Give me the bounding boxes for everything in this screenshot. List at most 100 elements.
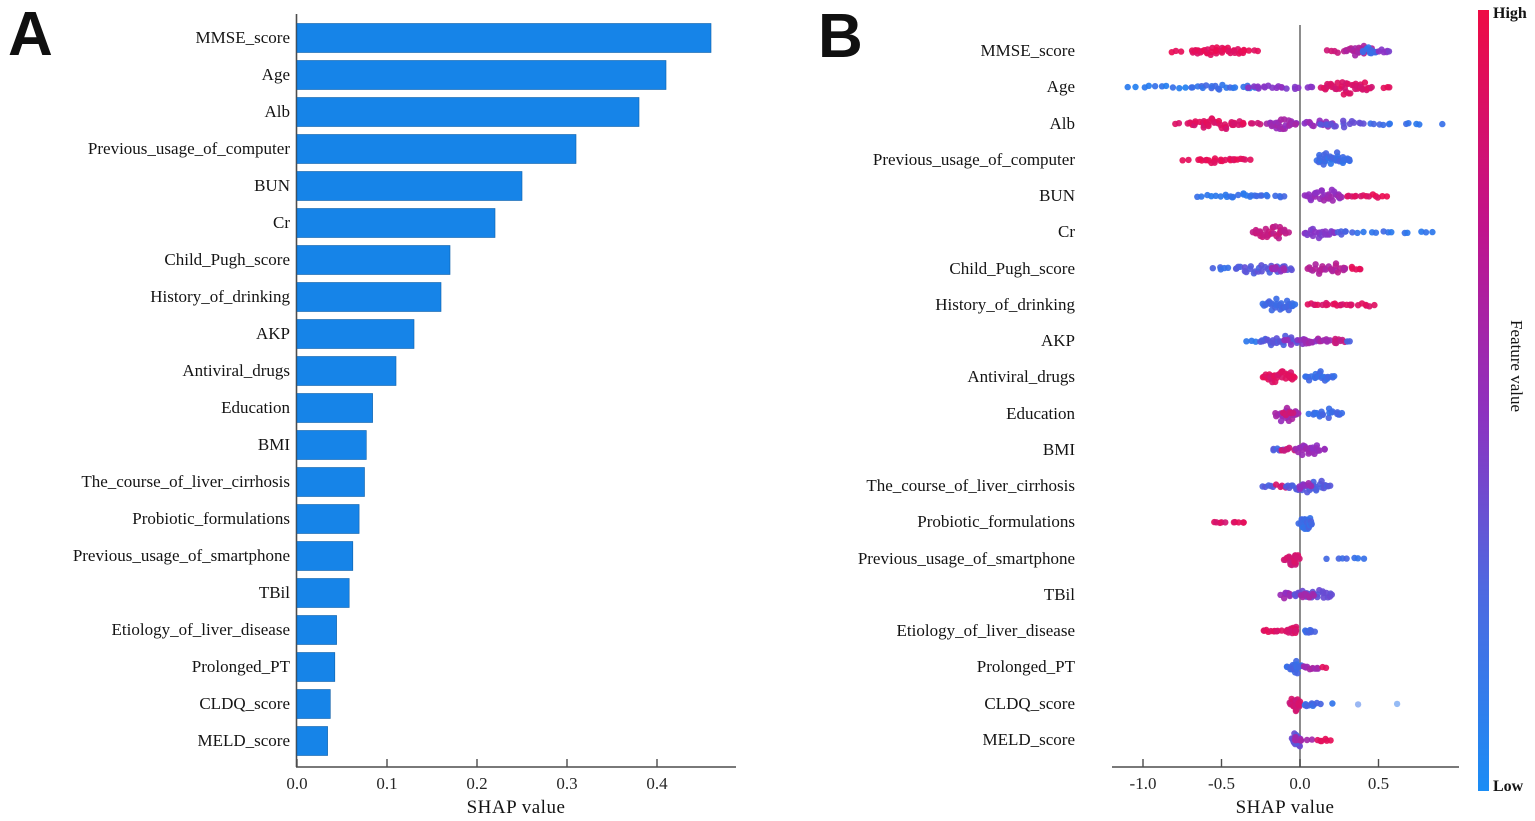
panel-b-feature-label-TBil: TBil [1043, 584, 1075, 604]
panel-a-x-axis-title: SHAP value [466, 797, 566, 818]
swarm-row-Previous_usage_of_smartphone [1280, 552, 1368, 569]
bar-Prolonged_PT [296, 652, 336, 682]
colorbar-high-label: High [1493, 5, 1527, 22]
panel-a-feature-label-The_course_of_liver_cirrhosis: The_course_of_liver_cirrhosis [81, 472, 290, 491]
swarm-row-BMI [1270, 442, 1328, 459]
swarm-row-MELD_score [1288, 730, 1334, 750]
feature-value-colorbar [1478, 10, 1489, 791]
panel-b-feature-label-BUN: BUN [1039, 186, 1075, 206]
swarm-row-TBil [1277, 587, 1336, 602]
panel-b-feature-label-CLDQ_score: CLDQ_score [984, 693, 1075, 713]
panel-b-feature-label-Age: Age [1046, 77, 1075, 97]
bar-Probiotic_formulations [296, 504, 360, 534]
colorbar-low-label: Low [1493, 778, 1524, 795]
panel-a-feature-label-Antiviral_drugs: Antiviral_drugs [182, 361, 290, 380]
swarm-row-Previous_usage_of_computer [1179, 149, 1353, 168]
bar-Previous_usage_of_smartphone [296, 541, 354, 571]
panel-a-feature-label-Prolonged_PT: Prolonged_PT [191, 657, 290, 676]
panel-a-letter: A [8, 0, 53, 69]
panel-a-feature-label-Previous_usage_of_computer: Previous_usage_of_computer [87, 139, 290, 158]
panel-b-feature-label-The_course_of_liver_cirrhosis: The_course_of_liver_cirrhosis [866, 476, 1075, 496]
panel-a-feature-label-Alb: Alb [264, 102, 291, 121]
panel-a-feature-label-TBil: TBil [258, 583, 290, 602]
panel-a-feature-label-Education: Education [221, 398, 290, 417]
colorbar-axis-title: Feature value [1507, 320, 1526, 413]
swarm-row-Child_Pugh_score [1209, 260, 1364, 277]
bar-History_of_drinking [296, 282, 442, 312]
panel-b-feature-label-Prolonged_PT: Prolonged_PT [976, 657, 1075, 677]
panel-b-tick-0.0: 0.0 [1289, 774, 1311, 793]
swarm-row-Age [1124, 79, 1393, 98]
panel-a-bar-chart [295, 14, 736, 768]
swarm-row-Prolonged_PT [1283, 657, 1330, 677]
panel-a-feature-label-CLDQ_score: CLDQ_score [199, 694, 290, 713]
swarm-row-Antiviral_drugs [1259, 368, 1338, 386]
panel-a-feature-label-Age: Age [261, 65, 290, 84]
bar-AKP [296, 319, 415, 349]
panel-a-feature-label-History_of_drinking: History_of_drinking [150, 287, 290, 306]
panel-b-feature-label-Etiology_of_liver_disease: Etiology_of_liver_disease [896, 621, 1075, 641]
bar-The_course_of_liver_cirrhosis [296, 467, 365, 497]
bar-MELD_score [296, 726, 328, 756]
panel-b-tick-0.5: 0.5 [1367, 774, 1390, 793]
panel-b-feature-label-AKP: AKP [1040, 331, 1075, 351]
panel-a-feature-label-Probiotic_formulations: Probiotic_formulations [132, 509, 290, 528]
panel-b-feature-label-Alb: Alb [1049, 113, 1076, 133]
bar-Cr [296, 208, 496, 238]
panel-b-feature-label-Child_Pugh_score: Child_Pugh_score [949, 258, 1075, 278]
swarm-row-The_course_of_liver_cirrhosis [1259, 477, 1334, 496]
swarm-row-Alb [1172, 115, 1446, 133]
panel-a-feature-label-Previous_usage_of_smartphone: Previous_usage_of_smartphone [72, 546, 290, 565]
panel-b-tick--1.0: -1.0 [1129, 774, 1157, 793]
panel-b-feature-label-Cr: Cr [1058, 222, 1075, 242]
swarm-row-Probiotic_formulations [1211, 515, 1315, 532]
panel-b-x-axis-title: SHAP value [1235, 797, 1335, 818]
panel-a-feature-label-BUN: BUN [254, 176, 290, 195]
panel-a-feature-label-MELD_score: MELD_score [197, 731, 290, 750]
bar-BUN [296, 171, 523, 201]
panel-a-feature-label-BMI: BMI [257, 435, 290, 454]
panel-a-tick-0.0: 0.0 [286, 774, 308, 793]
bar-Alb [296, 97, 640, 127]
panel-b-feature-label-Previous_usage_of_computer: Previous_usage_of_computer [872, 149, 1075, 169]
panel-b-feature-label-MELD_score: MELD_score [982, 729, 1075, 749]
panel-a-tick-0.4: 0.4 [646, 774, 668, 793]
panel-b-tick--0.5: -0.5 [1208, 774, 1235, 793]
panel-b-feature-label-BMI: BMI [1042, 439, 1075, 459]
bar-Antiviral_drugs [296, 356, 397, 386]
panel-b-feature-label-History_of_drinking: History_of_drinking [935, 294, 1075, 314]
swarm-row-Cr [1249, 223, 1436, 242]
swarm-row-Education [1272, 404, 1346, 425]
panel-a-feature-label-Cr: Cr [273, 213, 290, 232]
swarm-row-CLDQ_score [1286, 695, 1401, 715]
bar-Education [296, 393, 373, 423]
panel-a-tick-0.2: 0.2 [466, 774, 488, 793]
bar-Previous_usage_of_computer [296, 134, 577, 164]
panel-a-feature-label-Child_Pugh_score: Child_Pugh_score [164, 250, 290, 269]
panel-b-feature-label-Education: Education [1006, 403, 1075, 423]
panel-a-feature-label-MMSE_score: MMSE_score [195, 28, 290, 47]
panel-b-feature-label-Previous_usage_of_smartphone: Previous_usage_of_smartphone [857, 548, 1075, 568]
panel-b-beeswarm [1112, 25, 1459, 768]
swarm-row-Etiology_of_liver_disease [1260, 623, 1319, 637]
panel-b-feature-label-Antiviral_drugs: Antiviral_drugs [967, 367, 1075, 387]
panel-b-feature-label-MMSE_score: MMSE_score [980, 41, 1075, 60]
bar-MMSE_score [296, 23, 712, 53]
swarm-row-AKP [1243, 332, 1353, 349]
panel-a-feature-label-Etiology_of_liver_disease: Etiology_of_liver_disease [111, 620, 290, 639]
bar-Child_Pugh_score [296, 245, 451, 275]
panel-b-letter: B [818, 2, 863, 71]
swarm-row-History_of_drinking [1259, 295, 1378, 314]
bar-Etiology_of_liver_disease [296, 615, 337, 645]
bar-Age [296, 60, 667, 90]
panel-a-tick-0.3: 0.3 [556, 774, 578, 793]
panel-a-tick-0.1: 0.1 [376, 774, 398, 793]
panel-a-feature-label-AKP: AKP [255, 324, 290, 343]
bar-TBil [296, 578, 350, 608]
bar-CLDQ_score [296, 689, 331, 719]
panel-b-feature-label-Probiotic_formulations: Probiotic_formulations [917, 512, 1075, 532]
bar-BMI [296, 430, 367, 460]
swarm-row-BUN [1194, 186, 1391, 204]
